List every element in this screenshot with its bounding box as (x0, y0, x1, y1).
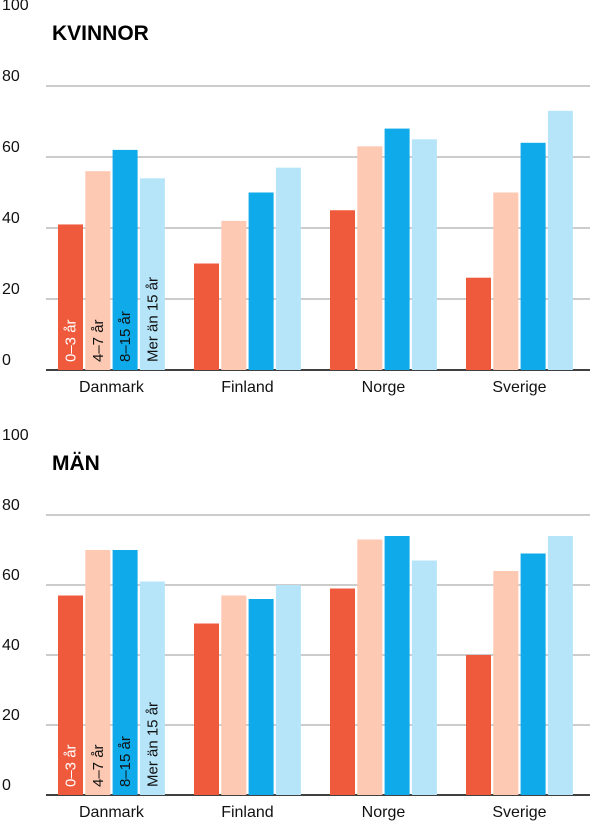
chart-title: KVINNOR (52, 22, 149, 45)
series-label: 4–7 år (90, 319, 107, 362)
series-label: Mer än 15 år (144, 277, 161, 362)
bar (330, 588, 355, 795)
bar (112, 550, 138, 795)
bar (221, 595, 247, 795)
category-label: Finland (221, 804, 273, 821)
bar (275, 585, 301, 795)
category-label: Norge (362, 804, 406, 821)
chart-title: MÄN (52, 452, 100, 475)
y-tick-label: 80 (2, 68, 20, 85)
category-label: Danmark (79, 804, 145, 821)
bar (384, 128, 410, 370)
bar (520, 142, 546, 370)
bar (411, 139, 437, 370)
bar (58, 595, 83, 795)
series-label: Mer än 15 år (144, 702, 161, 787)
chart-kvinnor: 0 20 40 60 80 100 0–3 år 4–7 år 8–15 år Mer än 1… (2, 0, 590, 396)
series-label: 8–15 år (117, 311, 134, 362)
category-label: Sverige (492, 804, 546, 821)
bar (357, 146, 383, 370)
category-label: Sverige (492, 379, 546, 396)
bar (139, 178, 165, 370)
bar (520, 553, 546, 795)
category-label: Danmark (79, 379, 145, 396)
bar (466, 655, 491, 795)
y-tick-label: 80 (2, 497, 20, 514)
category-label: Finland (221, 379, 273, 396)
bar (194, 263, 219, 370)
y-tick-label: 100 (2, 0, 29, 14)
bar (275, 167, 301, 370)
series-label: 0–3 år (63, 744, 80, 787)
y-tick-label: 100 (2, 427, 29, 444)
y-tick-label: 40 (2, 210, 20, 227)
bar (221, 220, 247, 370)
bar (493, 571, 519, 795)
y-tick-label: 0 (2, 777, 11, 794)
y-tick-label: 0 (2, 352, 11, 369)
bar (466, 277, 491, 370)
bar (384, 536, 410, 795)
y-tick-label: 60 (2, 139, 20, 156)
series-label: 8–15 år (117, 736, 134, 787)
bar (112, 149, 138, 370)
bar (357, 539, 383, 795)
bar (547, 110, 573, 370)
bar (85, 550, 111, 795)
series-label: 0–3 år (63, 319, 80, 362)
bar (248, 599, 274, 795)
bar (493, 192, 519, 370)
y-tick-label: 20 (2, 281, 20, 298)
bar (139, 581, 165, 795)
y-tick-label: 60 (2, 567, 20, 584)
y-tick-label: 40 (2, 637, 20, 654)
bar (330, 210, 355, 370)
bar (58, 224, 83, 370)
chart-man: 0 20 40 60 80 100 0–3 år 4–7 år 8–15 år Mer än 1… (2, 427, 590, 821)
bar (194, 623, 219, 795)
series-label: 4–7 år (90, 744, 107, 787)
bar (547, 536, 573, 795)
bar (411, 560, 437, 795)
bar (248, 192, 274, 370)
category-label: Norge (362, 379, 406, 396)
y-tick-label: 20 (2, 707, 20, 724)
bar (85, 171, 111, 370)
